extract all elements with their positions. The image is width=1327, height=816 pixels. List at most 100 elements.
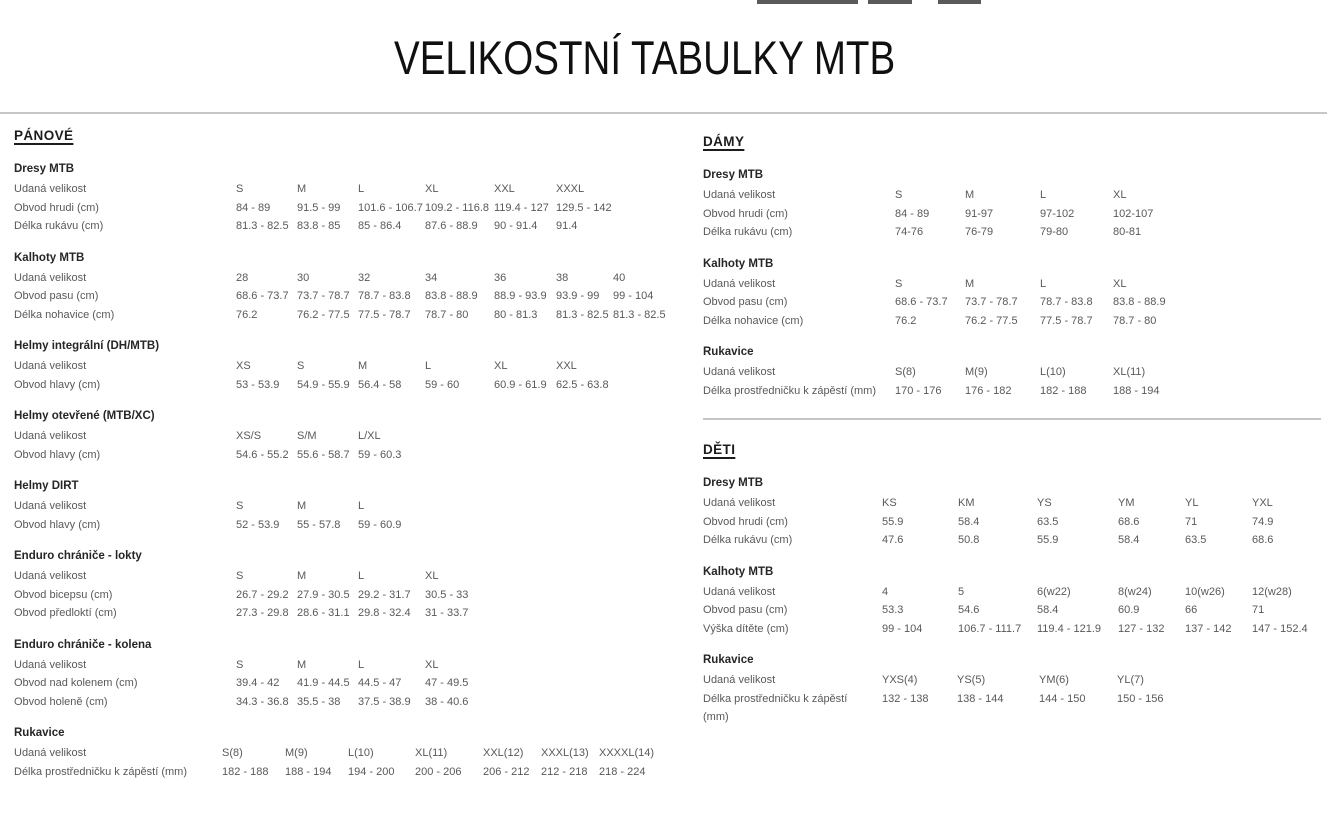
row-label: Obvod bicepsu (cm)	[14, 588, 113, 601]
row-label: Obvod holeně (cm)	[14, 695, 108, 708]
value-cell: 58.4	[1118, 534, 1140, 546]
value-cell: XL	[1113, 277, 1127, 290]
value-cell: 50.8	[958, 534, 980, 546]
value-cell: 101.6 - 106.7	[358, 201, 423, 214]
value-cell: S(8)	[895, 366, 916, 378]
value-cell: 78.7 - 83.8	[358, 290, 411, 302]
value-cell: 28.6 - 31.1	[297, 607, 350, 619]
value-cell: 76.2 - 77.5	[297, 308, 350, 321]
value-cell: 81.3 - 82.5	[236, 220, 289, 232]
value-cell: S	[895, 277, 903, 290]
value-cell: 68.6 - 73.7	[236, 290, 289, 302]
women-tables: Dresy MTB Udaná velikost S M L XL Obvod hrudi …	[703, 166, 1323, 400]
value-cell: 30.5 - 33	[425, 588, 469, 601]
value-cell: YXS(4)	[882, 674, 918, 686]
value-cell: KS	[882, 497, 897, 509]
size-table: Helmy otevřené (MTB/XC) Udaná velikost XS/…	[14, 407, 692, 464]
row-label: Délka rukávu (cm)	[703, 226, 793, 238]
table-row: Obvod hrudi (cm) 84 - 89 91.5 - 99 101.6 - …	[14, 199, 692, 218]
value-cell: 40	[613, 271, 626, 284]
value-cell: 38	[556, 271, 569, 284]
table-row: Obvod hrudi (cm) 55.9 58.4 63.5 68.6 71 74.9	[703, 513, 1323, 532]
row-label: Obvod hlavy (cm)	[14, 378, 101, 391]
value-cell: M	[358, 360, 368, 372]
table-title: Enduro chrániče - kolena	[14, 638, 152, 651]
value-cell: YS	[1037, 497, 1052, 509]
value-cell: 80-81	[1113, 226, 1142, 238]
value-cell: 29.2 - 31.7	[358, 588, 411, 601]
value-cell: 54.6	[958, 604, 980, 616]
value-cell: M(9)	[965, 366, 988, 378]
row-label: Udaná velikost	[703, 497, 776, 509]
table-row: Délka rukávu (cm) 74-76 76-79 79-80 80-81	[703, 223, 1323, 242]
value-cell: 78.7 - 80	[1113, 314, 1157, 327]
size-table: Helmy integrální (DH/MTB) Udaná velikost X…	[14, 337, 692, 394]
table-title: Rukavice	[703, 654, 754, 666]
value-cell: 99 - 104	[613, 290, 654, 302]
value-cell: 41.9 - 44.5	[297, 677, 350, 689]
size-table: Dresy MTB Udaná velikost S M L XL XXL XXXL Obvod…	[14, 160, 692, 236]
value-cell: XL	[494, 360, 508, 372]
value-cell: 81.3 - 82.5	[556, 308, 609, 321]
table-row: Udaná velikost S(8) M(9) L(10) XL(11)	[703, 363, 1323, 382]
value-cell: 76.2 - 77.5	[965, 314, 1018, 327]
size-table: Enduro chrániče - lokty Udaná velikost S M L…	[14, 547, 692, 623]
row-label: Délka nohavice (cm)	[14, 308, 115, 321]
men-column: PÁNOVÉ Dresy MTB Udaná velikost S M L XL XXL XX…	[14, 127, 692, 794]
value-cell: 26.7 - 29.2	[236, 588, 289, 601]
kids-section-header: DĚTI	[703, 442, 736, 457]
value-cell: 170 - 176	[895, 384, 942, 397]
value-cell: 47 - 49.5	[425, 677, 469, 689]
value-cell: 129.5 - 142	[556, 201, 612, 214]
value-cell: 52 - 53.9	[236, 518, 280, 531]
value-cell: 91.4	[556, 220, 578, 232]
value-cell: 106.7 - 111.7	[958, 622, 1022, 635]
value-cell: 97-102	[1040, 207, 1075, 220]
value-cell: XS/S	[236, 430, 262, 442]
value-cell: XXL	[556, 360, 577, 372]
size-table: Helmy DIRT Udaná velikost S M L Obvod hlavy (…	[14, 477, 692, 534]
value-cell: 182 - 188	[222, 765, 269, 778]
value-cell: 91-97	[965, 207, 994, 220]
value-cell: 28	[236, 271, 249, 284]
table-row: Délka prostředničku k zápěstí (mm) 182 - …	[14, 763, 692, 782]
value-cell: XL	[425, 658, 439, 671]
value-cell: XL	[425, 570, 439, 582]
value-cell: 93.9 - 99	[556, 290, 600, 302]
value-cell: 77.5 - 78.7	[1040, 314, 1093, 327]
value-cell: XXL	[494, 183, 515, 195]
table-row: Udaná velikost S M L XL	[14, 567, 692, 586]
row-label: Udaná velikost	[14, 747, 87, 759]
value-cell: 60.9 - 61.9	[494, 378, 547, 391]
size-table: Rukavice Udaná velikost S(8) M(9) L(10) XL(11…	[703, 343, 1323, 400]
value-cell: 53.3	[882, 604, 904, 616]
row-label: Udaná velikost	[703, 585, 776, 598]
value-cell: 12(w28)	[1252, 585, 1292, 598]
row-label: Obvod hrudi (cm)	[703, 515, 788, 528]
table-row: Obvod pasu (cm) 68.6 - 73.7 73.7 - 78.7 78.…	[14, 287, 692, 306]
value-cell: L	[1040, 189, 1047, 201]
value-cell: 35.5 - 38	[297, 695, 341, 708]
value-cell: M	[297, 570, 307, 582]
kids-tables: Dresy MTB Udaná velikost KS KM YS YM YL YXL Obvo…	[703, 474, 1323, 727]
row-label: Délka rukávu (cm)	[14, 220, 104, 232]
value-cell: 68.6 - 73.7	[895, 296, 948, 308]
value-cell: 63.5	[1185, 534, 1207, 546]
value-cell: L	[358, 658, 365, 671]
value-cell: M(9)	[285, 747, 308, 759]
value-cell: S	[895, 189, 903, 201]
table-row: Obvod nad kolenem (cm) 39.4 - 42 41.9 - 44…	[14, 674, 692, 693]
row-label: Obvod pasu (cm)	[14, 290, 99, 302]
value-cell: 132 - 138	[882, 692, 929, 705]
size-table: Kalhoty MTB Udaná velikost 4 5 6(w22) 8(w24) 1…	[703, 563, 1323, 639]
table-title: Kalhoty MTB	[14, 251, 85, 264]
value-cell: 54.6 - 55.2	[236, 448, 289, 461]
row-label: Udaná velikost	[703, 189, 776, 201]
row-label: Výška dítěte (cm)	[703, 622, 789, 635]
table-row: Udaná velikost KS KM YS YM YL YXL	[703, 494, 1323, 513]
value-cell: 56.4 - 58	[358, 378, 402, 391]
women-section-header: DÁMY	[703, 134, 745, 149]
value-cell: YL	[1185, 497, 1199, 509]
value-cell: XL(11)	[415, 747, 448, 759]
table-title: Enduro chrániče - lokty	[14, 550, 142, 562]
